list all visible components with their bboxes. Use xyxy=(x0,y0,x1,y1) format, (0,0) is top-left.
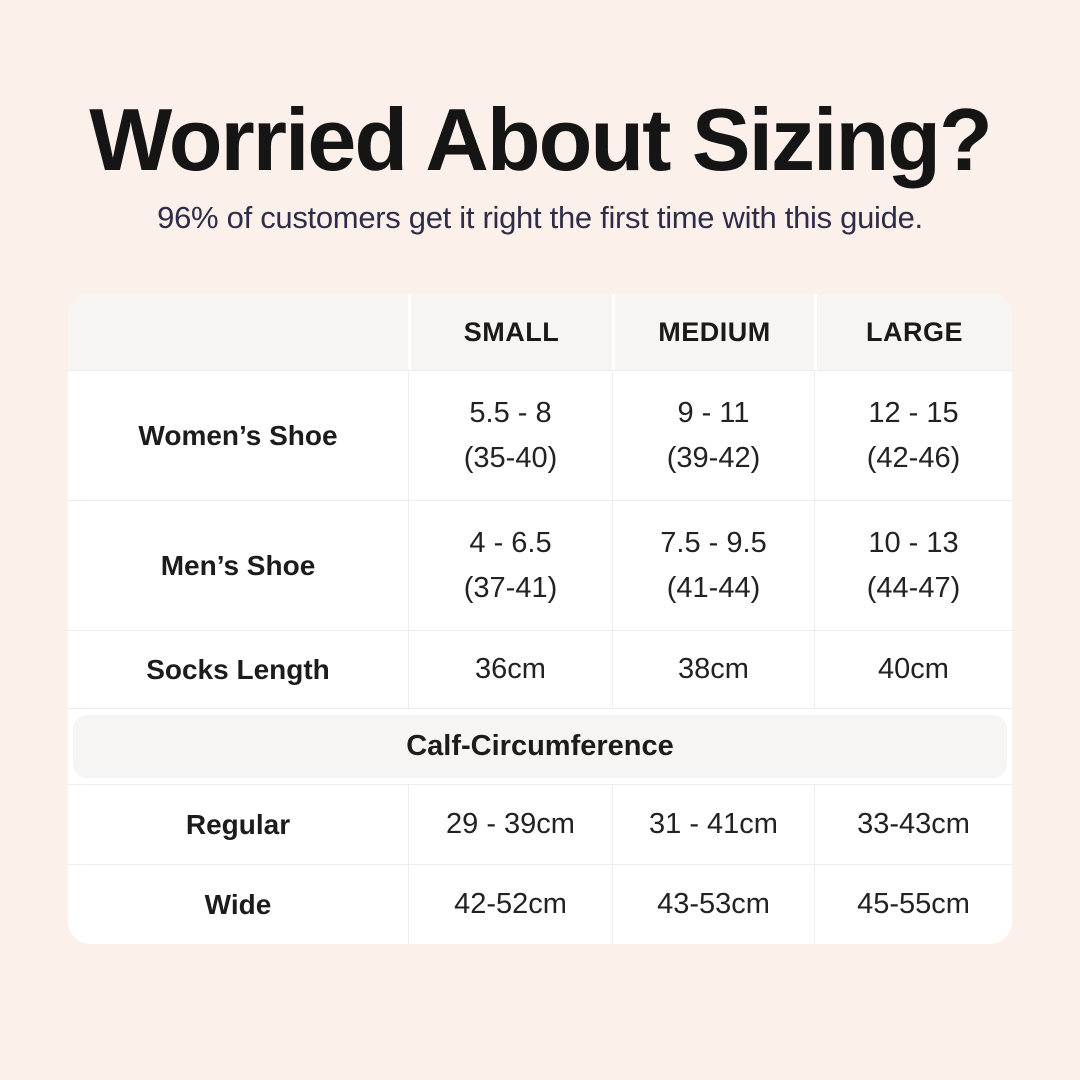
shoe-range-us: 12 - 15 xyxy=(868,396,959,429)
shoe-range-eu: (41-44) xyxy=(666,571,761,604)
cell-regular-small: 29 - 39cm xyxy=(408,785,612,864)
column-header-large: LARGE xyxy=(814,294,1012,370)
cell-womens-small: 5.5 - 8 (35-40) xyxy=(408,371,612,500)
table-row-mens-shoe: Men’s Shoe 4 - 6.5 (37-41) 7.5 - 9.5 (41… xyxy=(68,500,1012,630)
row-label-regular: Regular xyxy=(185,808,291,840)
corner-cell xyxy=(68,294,408,370)
shoe-range-us: 9 - 11 xyxy=(677,396,750,429)
row-label-womens-shoe: Women’s Shoe xyxy=(138,419,338,451)
table-row-wide: Wide 42-52cm 43-53cm 45-55cm xyxy=(68,864,1012,944)
row-label-mens-shoe: Men’s Shoe xyxy=(160,549,316,581)
column-header-medium: MEDIUM xyxy=(612,294,814,370)
cell-wide-large: 45-55cm xyxy=(814,865,1012,944)
cell-mens-small: 4 - 6.5 (37-41) xyxy=(408,501,612,630)
sizing-table: SMALL MEDIUM LARGE Women’s Shoe 5.5 - 8 … xyxy=(68,294,1012,944)
shoe-range-us: 10 - 13 xyxy=(868,526,959,559)
cell-socks-small: 36cm xyxy=(408,631,612,708)
table-row-regular: Regular 29 - 39cm 31 - 41cm 33-43cm xyxy=(68,784,1012,864)
page-subtitle: 96% of customers get it right the first … xyxy=(157,200,923,235)
shoe-range-eu: (37-41) xyxy=(463,571,558,604)
table-row-womens-shoe: Women’s Shoe 5.5 - 8 (35-40) 9 - 11 (39-… xyxy=(68,370,1012,500)
row-label-wide: Wide xyxy=(204,888,272,920)
cell-mens-large: 10 - 13 (44-47) xyxy=(814,501,1012,630)
shoe-range-us: 5.5 - 8 xyxy=(469,396,552,429)
cell-womens-medium: 9 - 11 (39-42) xyxy=(612,371,814,500)
shoe-range-eu: (35-40) xyxy=(463,441,558,474)
shoe-range-eu: (39-42) xyxy=(666,441,761,474)
cell-regular-large: 33-43cm xyxy=(814,785,1012,864)
cell-mens-medium: 7.5 - 9.5 (41-44) xyxy=(612,501,814,630)
cell-regular-medium: 31 - 41cm xyxy=(612,785,814,864)
cell-womens-large: 12 - 15 (42-46) xyxy=(814,371,1012,500)
shoe-range-us: 7.5 - 9.5 xyxy=(660,526,767,559)
table-row-socks-length: Socks Length 36cm 38cm 40cm xyxy=(68,630,1012,708)
section-header-calf-circumference: Calf-Circumference xyxy=(73,715,1007,778)
table-section-row: Calf-Circumference xyxy=(68,708,1012,784)
shoe-range-eu: (42-46) xyxy=(866,441,961,474)
cell-wide-medium: 43-53cm xyxy=(612,865,814,944)
column-header-small: SMALL xyxy=(408,294,612,370)
shoe-range-us: 4 - 6.5 xyxy=(469,526,552,559)
cell-socks-large: 40cm xyxy=(814,631,1012,708)
table-header-row: SMALL MEDIUM LARGE xyxy=(68,294,1012,370)
cell-socks-medium: 38cm xyxy=(612,631,814,708)
cell-wide-small: 42-52cm xyxy=(408,865,612,944)
page-title: Worried About Sizing? xyxy=(89,90,992,189)
row-label-socks-length: Socks Length xyxy=(146,653,330,685)
shoe-range-eu: (44-47) xyxy=(866,571,961,604)
